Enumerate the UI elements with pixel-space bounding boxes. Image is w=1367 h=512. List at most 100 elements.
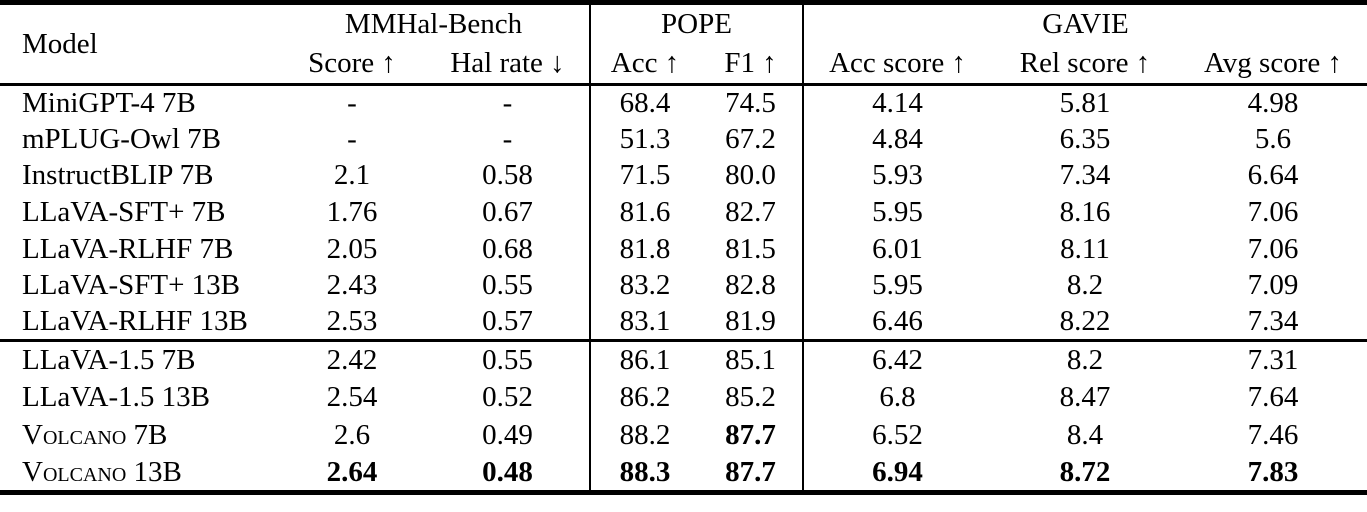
value-cell: 8.2 <box>1066 343 1104 376</box>
value-cell: 83.2 <box>589 267 699 305</box>
value-cell: 6.64 <box>1247 159 1299 192</box>
value-cell: 85.1 <box>725 343 776 376</box>
model-name-cell: LLaVA-RLHF 7B <box>22 232 234 265</box>
value-cell: 8.72 <box>1059 455 1111 488</box>
value-cell: 5.6 <box>1254 122 1292 155</box>
value-cell: 81.5 <box>725 232 776 265</box>
model-name-cell: LLaVA-SFT+ 13B <box>22 269 241 302</box>
table-header: Model MMHal-Bench POPE GAVIE Score ↑ Hal… <box>0 2 1367 85</box>
value-cell: 86.1 <box>589 340 699 379</box>
value-cell: 7.83 <box>1247 455 1299 488</box>
value-cell: 7.06 <box>1247 232 1299 265</box>
value-cell: 4.98 <box>1247 87 1299 120</box>
column-header-rel-score: Rel score ↑ <box>1019 46 1151 79</box>
model-name-cell: Volcano 7B <box>22 419 168 452</box>
table-row: InstructBLIP 7B 2.1 0.58 71.5 80.0 5.93 7.34 6.… <box>0 157 1367 195</box>
model-name-cell: mPLUG-Owl 7B <box>22 122 221 155</box>
value-cell: 85.2 <box>725 381 776 414</box>
value-cell: 2.05 <box>326 232 378 265</box>
value-cell: 6.42 <box>802 340 992 379</box>
table-row: MiniGPT-4 7B - - 68.4 74.5 4.14 5.81 4.98 <box>0 84 1367 122</box>
column-header-score: Score ↑ <box>308 46 396 79</box>
value-cell: 5.95 <box>802 194 992 231</box>
column-header-avg-score: Avg score ↑ <box>1204 46 1342 79</box>
value-cell: 6.01 <box>802 230 992 268</box>
value-cell: 5.81 <box>1059 87 1111 120</box>
value-cell: 2.64 <box>326 455 378 488</box>
table-row: LLaVA-1.5 7B 2.42 0.55 86.1 85.1 6.42 8.2 7.31 <box>0 340 1367 379</box>
value-cell: 7.46 <box>1247 419 1299 452</box>
table-section-llava15-volcano: LLaVA-1.5 7B 2.42 0.55 86.1 85.1 6.42 8.2 7.31 L… <box>0 340 1367 493</box>
value-cell: 0.55 <box>482 343 533 376</box>
value-cell: 82.8 <box>725 269 776 302</box>
table-row: mPLUG-Owl 7B - - 51.3 67.2 4.84 6.35 5.6 <box>0 121 1367 158</box>
value-cell: 7.09 <box>1247 269 1299 302</box>
value-cell: 2.43 <box>326 269 378 302</box>
table-row: Volcano 13B 2.64 0.48 88.3 87.7 6.94 8.72 7.83 <box>0 454 1367 493</box>
group-header-gavie: GAVIE <box>802 2 1367 44</box>
value-cell: 2.54 <box>326 381 378 414</box>
value-cell: - <box>347 122 357 155</box>
table-row: LLaVA-RLHF 13B 2.53 0.57 83.1 81.9 6.46 8.22 7.… <box>0 304 1367 341</box>
value-cell: 0.48 <box>482 455 533 488</box>
value-cell: 6.35 <box>1059 122 1111 155</box>
value-cell: 0.58 <box>482 159 533 192</box>
value-cell: 82.7 <box>725 196 776 229</box>
model-name-cell: LLaVA-RLHF 13B <box>22 305 248 338</box>
value-cell: 0.67 <box>482 196 533 229</box>
value-cell: 6.46 <box>802 304 992 341</box>
value-cell: 8.47 <box>1059 381 1111 414</box>
value-cell: 5.95 <box>802 267 992 305</box>
value-cell: 7.34 <box>1247 305 1299 338</box>
value-cell: 7.31 <box>1247 343 1299 376</box>
value-cell: 0.55 <box>482 269 533 302</box>
model-name-cell: LLaVA-1.5 13B <box>22 381 210 414</box>
value-cell: 67.2 <box>725 122 776 155</box>
column-header-f1: F1 ↑ <box>724 46 777 79</box>
table-row: Volcano 7B 2.6 0.49 88.2 87.7 6.52 8.4 7.46 <box>0 416 1367 455</box>
value-cell: 87.7 <box>725 419 776 452</box>
value-cell: 7.64 <box>1247 381 1299 414</box>
value-cell: 87.7 <box>725 455 776 488</box>
value-cell: 8.22 <box>1059 305 1111 338</box>
table-row: LLaVA-SFT+ 7B 1.76 0.67 81.6 82.7 5.95 8.16 7.0… <box>0 194 1367 231</box>
value-cell: - <box>502 122 513 155</box>
value-cell: 0.68 <box>482 232 533 265</box>
value-cell: 80.0 <box>725 159 776 192</box>
value-cell: 71.5 <box>589 157 699 195</box>
value-cell: 2.53 <box>326 305 378 338</box>
value-cell: 4.84 <box>802 121 992 158</box>
value-cell: 83.1 <box>589 304 699 341</box>
table-section-baselines: MiniGPT-4 7B - -68.4 74.5 4.14 5.81 4.98 mPLUG-… <box>0 84 1367 341</box>
value-cell: 81.9 <box>725 305 776 338</box>
model-name-cell: LLaVA-1.5 7B <box>22 343 196 376</box>
column-header-acc: Acc ↑ <box>589 43 699 85</box>
value-cell: 86.2 <box>589 378 699 417</box>
value-cell: 0.57 <box>482 305 533 338</box>
value-cell: 2.6 <box>333 419 371 452</box>
value-cell: 0.49 <box>482 419 533 452</box>
value-cell: 8.2 <box>1066 269 1104 302</box>
model-name-cell: MiniGPT-4 7B <box>22 87 196 120</box>
model-name-cell: LLaVA-SFT+ 7B <box>22 196 226 229</box>
value-cell: 74.5 <box>725 87 776 120</box>
value-cell: - <box>347 87 357 120</box>
value-cell: 88.3 <box>589 454 699 493</box>
value-cell: 6.8 <box>802 378 992 417</box>
value-cell: 88.2 <box>589 416 699 455</box>
benchmark-results-table: Model MMHal-Bench POPE GAVIE Score ↑ Hal… <box>0 0 1367 496</box>
value-cell: 6.94 <box>802 454 992 493</box>
value-cell: 8.4 <box>1066 419 1104 452</box>
value-cell: 51.3 <box>589 121 699 158</box>
value-cell: 6.52 <box>802 416 992 455</box>
table-row: LLaVA-RLHF 7B 2.05 0.68 81.8 81.5 6.01 8.11 7.0… <box>0 230 1367 268</box>
group-header-pope: POPE <box>588 2 804 44</box>
column-header-acc-score: Acc score ↑ <box>802 43 992 85</box>
group-header-mmhal-bench: MMHal-Bench <box>344 7 523 40</box>
value-cell: 0.52 <box>482 381 533 414</box>
column-header-hal-rate: Hal rate ↓ <box>450 46 565 79</box>
value-cell: 7.06 <box>1247 196 1299 229</box>
value-cell: 68.4 <box>589 84 699 122</box>
model-name-cell: InstructBLIP 7B <box>22 159 214 192</box>
